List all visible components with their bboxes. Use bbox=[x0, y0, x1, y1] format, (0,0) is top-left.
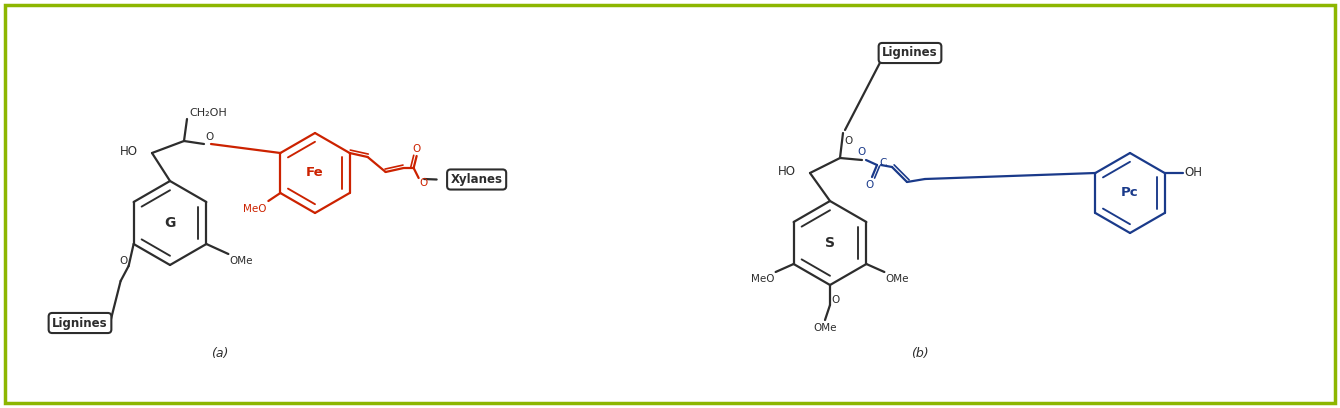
Text: Lignines: Lignines bbox=[52, 317, 107, 330]
Text: MeO: MeO bbox=[244, 204, 267, 214]
Text: Lignines: Lignines bbox=[882, 47, 938, 60]
Text: HO: HO bbox=[121, 145, 138, 158]
Text: OMe: OMe bbox=[813, 323, 836, 333]
Text: OMe: OMe bbox=[886, 274, 910, 284]
Text: S: S bbox=[825, 236, 835, 250]
Text: O: O bbox=[413, 144, 421, 153]
Text: HO: HO bbox=[779, 165, 796, 178]
Text: G: G bbox=[165, 216, 176, 230]
Text: O: O bbox=[858, 147, 866, 157]
Text: OH: OH bbox=[1185, 166, 1202, 180]
Text: O: O bbox=[419, 178, 427, 188]
Text: (a): (a) bbox=[212, 346, 229, 359]
Text: O: O bbox=[866, 180, 874, 190]
Text: Xylanes: Xylanes bbox=[450, 173, 502, 186]
Text: OMe: OMe bbox=[230, 256, 253, 266]
Text: MeO: MeO bbox=[750, 274, 775, 284]
Text: Pc: Pc bbox=[1122, 186, 1139, 200]
Text: C: C bbox=[879, 158, 887, 169]
Text: (b): (b) bbox=[911, 346, 929, 359]
Text: O: O bbox=[205, 132, 213, 142]
Text: O: O bbox=[844, 136, 852, 146]
Text: O: O bbox=[119, 256, 127, 266]
Text: Fe: Fe bbox=[306, 166, 324, 180]
Text: O: O bbox=[832, 295, 840, 305]
Text: CH₂OH: CH₂OH bbox=[189, 107, 226, 118]
